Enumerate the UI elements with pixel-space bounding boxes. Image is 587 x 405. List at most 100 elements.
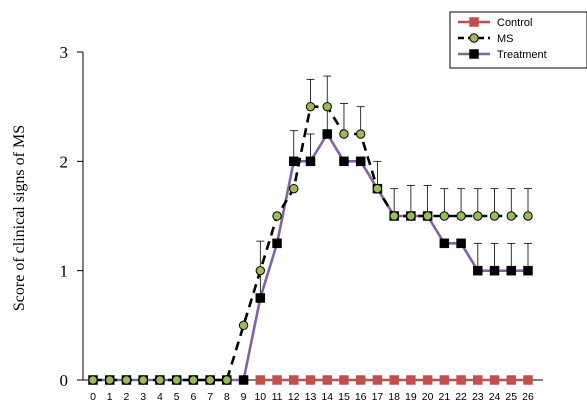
data-point-ms xyxy=(456,211,466,221)
data-point-ms xyxy=(305,101,316,112)
data-point-treatment xyxy=(305,156,316,167)
x-tick-label: 20 xyxy=(422,391,434,403)
x-tick-label: 6 xyxy=(190,391,196,403)
legend-items: Control MS Treatment xyxy=(458,17,547,61)
data-point-control xyxy=(489,375,500,385)
data-point-control xyxy=(439,375,450,385)
series-ms xyxy=(88,75,533,385)
legend-item-ms: MS xyxy=(458,33,514,45)
data-point-treatment xyxy=(439,238,450,249)
data-point-control xyxy=(305,375,316,385)
data-point-control xyxy=(456,375,466,385)
data-point-ms xyxy=(389,211,399,221)
data-point-ms xyxy=(523,211,533,221)
legend-label-control: Control xyxy=(497,17,532,29)
data-point-ms xyxy=(439,211,450,221)
x-tick-label: 10 xyxy=(254,391,266,403)
data-point-treatment xyxy=(523,265,533,276)
data-point-ms xyxy=(205,375,215,385)
x-tick-label: 14 xyxy=(321,391,333,403)
x-tick-label: 9 xyxy=(241,391,247,403)
x-tick-label: 3 xyxy=(140,391,146,403)
data-point-control xyxy=(422,375,433,385)
x-tick-label: 22 xyxy=(455,391,467,403)
data-point-control xyxy=(355,375,366,385)
data-point-ms xyxy=(88,375,98,385)
series-line-treatment xyxy=(93,132,528,382)
data-point-treatment xyxy=(289,156,299,167)
data-point-ms xyxy=(339,129,349,139)
legend-item-control: Control xyxy=(458,17,532,29)
y-tick-label: 3 xyxy=(60,43,69,62)
x-tick-label: 24 xyxy=(489,391,501,403)
x-tick-label: 15 xyxy=(338,391,350,403)
data-point-control xyxy=(322,375,332,385)
data-point-ms xyxy=(272,211,282,221)
data-point-treatment xyxy=(506,265,517,276)
x-tick-label: 11 xyxy=(272,391,283,403)
data-point-treatment xyxy=(272,238,282,249)
data-point-control xyxy=(272,375,282,385)
data-point-control xyxy=(289,375,299,385)
data-point-ms xyxy=(506,211,516,221)
data-point-control xyxy=(372,375,383,385)
y-ticks: 0 1 2 3 xyxy=(60,43,83,390)
data-point-treatment xyxy=(489,265,500,276)
data-point-control xyxy=(406,375,416,385)
x-tick-label: 0 xyxy=(90,391,96,403)
data-point-ms xyxy=(238,320,249,331)
y-axis-title: Score of clinical signs of MS xyxy=(11,125,28,311)
x-tick-label: 19 xyxy=(405,391,417,403)
data-point-ms xyxy=(222,375,232,385)
data-point-ms xyxy=(355,129,366,139)
data-point-ms xyxy=(121,375,132,385)
data-point-ms xyxy=(138,375,148,385)
data-point-treatment xyxy=(238,375,249,385)
data-point-treatment xyxy=(456,238,466,249)
data-point-control xyxy=(255,375,266,385)
data-point-ms xyxy=(255,265,266,276)
x-tick-label: 7 xyxy=(207,391,213,403)
x-tick-label: 1 xyxy=(107,391,113,403)
series-layer xyxy=(88,75,533,385)
legend-marker-ms xyxy=(469,33,479,43)
data-point-control xyxy=(473,375,483,385)
data-point-ms xyxy=(489,211,500,221)
x-tick-label: 16 xyxy=(355,391,367,403)
data-point-treatment xyxy=(473,265,483,276)
series-treatment xyxy=(88,106,533,385)
data-point-treatment xyxy=(255,293,266,303)
data-point-ms xyxy=(105,375,115,385)
x-tick-label: 12 xyxy=(288,391,300,403)
data-point-ms xyxy=(155,375,165,385)
data-point-control xyxy=(389,375,399,385)
data-point-treatment xyxy=(322,129,332,139)
x-tick-label: 18 xyxy=(388,391,400,403)
data-point-treatment xyxy=(339,156,349,167)
x-tick-label: 23 xyxy=(472,391,484,403)
x-tick-label: 21 xyxy=(439,391,451,403)
data-point-control xyxy=(506,375,517,385)
y-tick-label: 0 xyxy=(60,371,69,390)
series-control xyxy=(255,375,533,385)
x-tick-label: 4 xyxy=(157,391,163,403)
data-point-ms xyxy=(322,101,332,112)
x-tick-label: 13 xyxy=(305,391,317,403)
x-tick-label: 25 xyxy=(505,391,517,403)
data-point-ms xyxy=(406,211,416,221)
legend-label-ms: MS xyxy=(497,33,514,45)
y-tick-label: 1 xyxy=(60,262,69,281)
x-tick-label: 2 xyxy=(124,391,130,403)
legend-marker-control xyxy=(469,17,479,27)
data-point-ms xyxy=(188,375,199,385)
y-tick-label: 2 xyxy=(60,152,69,171)
x-tick-label: 26 xyxy=(522,391,534,403)
data-point-ms xyxy=(289,183,299,194)
x-tick-label: 8 xyxy=(224,391,230,403)
data-point-treatment xyxy=(355,156,366,167)
data-point-ms xyxy=(372,183,383,194)
legend-item-treatment: Treatment xyxy=(458,49,547,61)
legend-marker-treatment xyxy=(469,49,479,59)
data-point-control xyxy=(523,375,533,385)
